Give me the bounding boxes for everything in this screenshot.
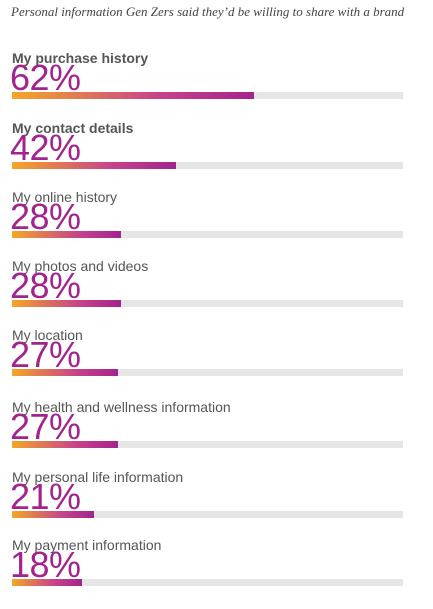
bar-value-label: 62% xyxy=(10,57,81,98)
chart-title: Personal information Gen Zers said they’… xyxy=(11,4,405,19)
bar-track xyxy=(12,511,403,518)
bar-row: My online history 28% xyxy=(10,189,404,249)
bar-label: My contact details xyxy=(12,120,134,136)
bar-track xyxy=(12,162,403,169)
bar xyxy=(12,92,255,99)
bar xyxy=(12,441,118,448)
bar-row: My personal life information 21% xyxy=(10,469,404,529)
bar-row: My purchase history 62% xyxy=(10,50,404,110)
bar xyxy=(12,162,177,169)
bar-value-label: 27% xyxy=(10,334,81,375)
bar-label: My location xyxy=(12,327,83,343)
bar-label: My personal life information xyxy=(12,469,184,485)
bar-value-label: 21% xyxy=(10,476,81,517)
bar xyxy=(12,300,122,307)
bar-row: My contact details 42% xyxy=(10,120,404,180)
bar-track xyxy=(12,441,403,448)
bar xyxy=(12,231,122,238)
bar-value-label: 28% xyxy=(10,265,81,306)
bar-track xyxy=(12,92,403,99)
bar-row: My location 27% xyxy=(10,327,404,387)
bar xyxy=(12,369,118,376)
bar-label: My online history xyxy=(12,189,118,205)
bar-value-label: 18% xyxy=(10,544,81,585)
bar-track xyxy=(12,300,403,307)
bar-label: My health and wellness information xyxy=(12,399,231,415)
bar-row: My health and wellness information 27% xyxy=(10,399,404,459)
bar-track xyxy=(12,579,403,586)
bar-track xyxy=(12,369,403,376)
bar xyxy=(12,579,83,586)
bar-label: My purchase history xyxy=(12,50,149,66)
bar-row: My payment information 18% xyxy=(10,537,404,597)
bar xyxy=(12,511,95,518)
bar-row: My photos and videos 28% xyxy=(10,258,404,318)
bar-value-label: 27% xyxy=(10,406,81,447)
bar-value-label: 42% xyxy=(10,127,81,168)
bar-track xyxy=(12,231,403,238)
bar-value-label: 28% xyxy=(10,196,81,237)
bar-label: My photos and videos xyxy=(12,258,149,274)
bar-label: My payment information xyxy=(12,537,162,553)
